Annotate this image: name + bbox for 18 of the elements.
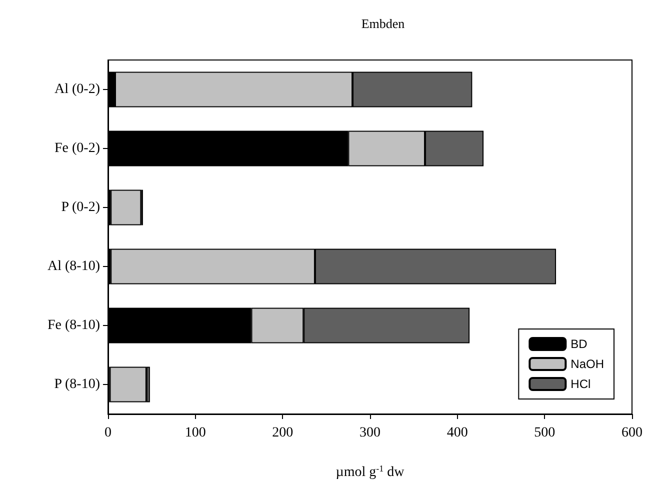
x-tick-label: 500 [534,426,556,440]
y-tick-label: Al (0-2) [54,82,100,97]
x-tick-label: 300 [360,426,380,440]
legend-label: NaOH [570,357,604,371]
y-tick-label: Fe (8-10) [48,318,100,333]
bar [110,190,142,226]
legend-label: BD [570,337,588,351]
x-tick-label: 200 [272,426,294,440]
x-tick-label: 400 [446,426,468,440]
legend-label: HCl [570,377,591,391]
y-tick-label: Al (8-10) [48,259,100,274]
x-tick-label: 100 [184,426,206,440]
y-tick-label: Fe (0-2) [54,141,100,156]
y-tick-label: P (0-2) [61,200,100,215]
x-tick-label: 0 [104,426,112,440]
x-tick-label: 600 [622,426,642,440]
y-tick-label: P (8-10) [54,377,100,392]
chart-title: Embden [361,16,406,31]
